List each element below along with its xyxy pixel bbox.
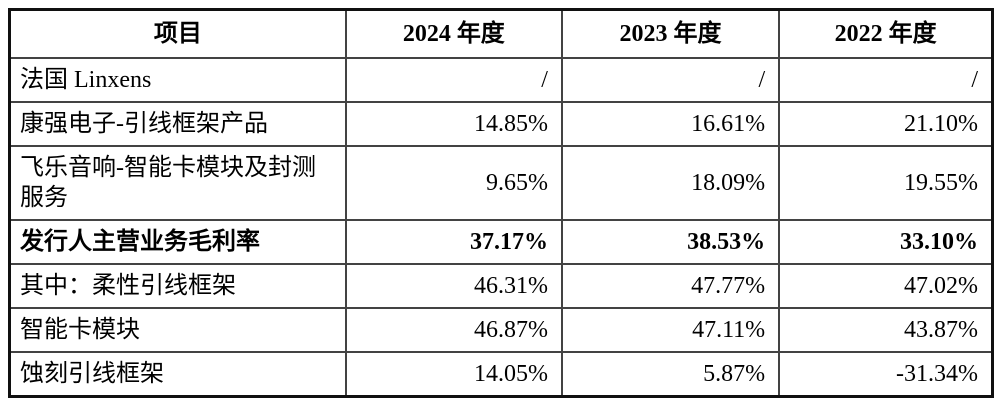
column-header-2024: 2024 年度 (344, 8, 563, 59)
column-header-2022: 2022 年度 (778, 8, 994, 59)
column-header-2023: 2023 年度 (560, 8, 781, 59)
row-value: 16.61% (560, 101, 781, 147)
row-label: 法国 Linxens (8, 57, 347, 103)
table-row: 康强电子-引线框架产品 14.85% 16.61% 21.10% (8, 101, 994, 147)
row-value: 47.77% (560, 263, 781, 309)
row-value: 14.85% (344, 101, 563, 147)
row-value: / (344, 57, 563, 103)
row-value: 19.55% (778, 145, 994, 221)
table-row: 其中：柔性引线框架 46.31% 47.77% 47.02% (8, 263, 994, 309)
row-value: 33.10% (778, 219, 994, 265)
row-value: 46.31% (344, 263, 563, 309)
table-row: 法国 Linxens / / / (8, 57, 994, 103)
row-label: 智能卡模块 (8, 307, 347, 353)
table-row: 发行人主营业务毛利率 37.17% 38.53% 33.10% (8, 219, 994, 265)
row-label: 飞乐音响-智能卡模块及封测服务 (8, 145, 347, 221)
row-value: 47.11% (560, 307, 781, 353)
row-value: 21.10% (778, 101, 994, 147)
row-value: -31.34% (778, 351, 994, 398)
column-header-item: 项目 (8, 8, 347, 59)
row-value: 14.05% (344, 351, 563, 398)
row-value: 9.65% (344, 145, 563, 221)
row-label: 发行人主营业务毛利率 (8, 219, 347, 265)
row-value: 37.17% (344, 219, 563, 265)
row-value: 47.02% (778, 263, 994, 309)
row-value: 46.87% (344, 307, 563, 353)
gross-margin-comparison-table: 项目 2024 年度 2023 年度 2022 年度 法国 Linxens / / /… (8, 8, 994, 398)
table-row: 飞乐音响-智能卡模块及封测服务 9.65% 18.09% 19.55% (8, 145, 994, 221)
row-value: 43.87% (778, 307, 994, 353)
table-row: 蚀刻引线框架 14.05% 5.87% -31.34% (8, 351, 994, 398)
row-label: 蚀刻引线框架 (8, 351, 347, 398)
row-value: 5.87% (560, 351, 781, 398)
table-header-row: 项目 2024 年度 2023 年度 2022 年度 (8, 8, 994, 59)
row-value: 38.53% (560, 219, 781, 265)
row-label: 其中：柔性引线框架 (8, 263, 347, 309)
row-label: 康强电子-引线框架产品 (8, 101, 347, 147)
row-value: / (560, 57, 781, 103)
table-row: 智能卡模块 46.87% 47.11% 43.87% (8, 307, 994, 353)
gross-margin-table-container: 项目 2024 年度 2023 年度 2022 年度 法国 Linxens / / /… (8, 8, 994, 398)
row-value: / (778, 57, 994, 103)
table-body: 法国 Linxens / / / 康强电子-引线框架产品 14.85% 16.61% 21.1… (8, 57, 994, 398)
row-value: 18.09% (560, 145, 781, 221)
